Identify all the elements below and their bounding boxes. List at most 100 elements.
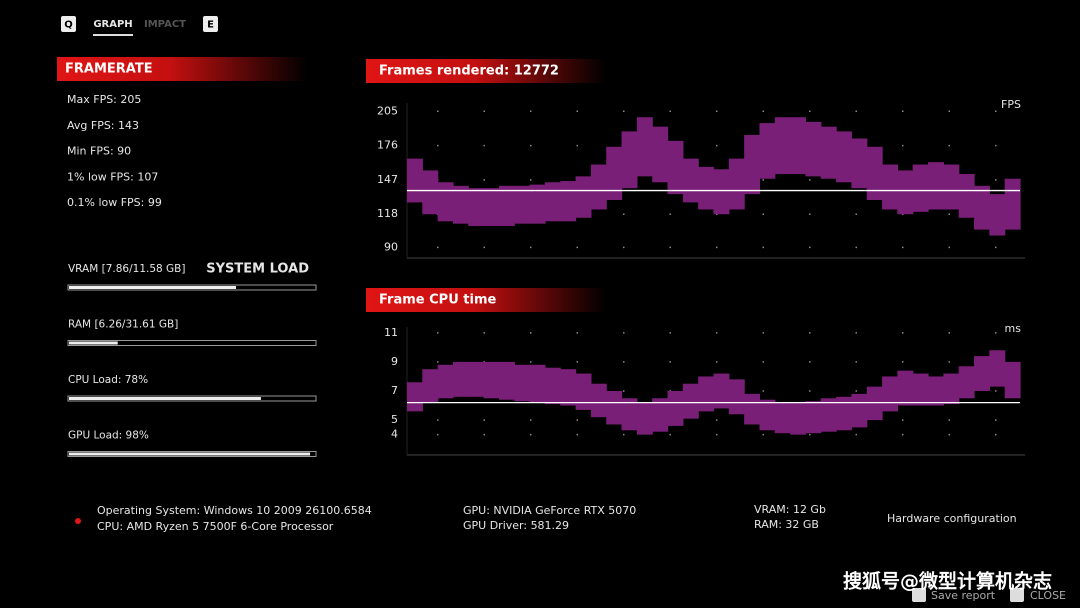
- chart-title: Frame CPU time: [379, 293, 496, 308]
- y-tick-label: 7: [391, 384, 398, 397]
- data-band: [575, 176, 592, 218]
- data-band: [437, 364, 454, 399]
- data-band: [912, 164, 929, 212]
- data-band: [805, 401, 822, 434]
- section-title: FRAMERATE: [65, 62, 153, 77]
- data-band: [790, 117, 807, 174]
- hw-os: Operating System: Windows 10 2009 26100.…: [97, 504, 372, 517]
- data-band: [744, 134, 761, 195]
- data-band: [682, 383, 699, 419]
- data-band: [590, 383, 607, 418]
- data-band: [621, 398, 638, 431]
- data-band: [943, 164, 960, 210]
- data-band: [820, 126, 837, 179]
- chart-title: Frames rendered: 12772: [379, 64, 559, 79]
- data-band: [560, 181, 577, 222]
- meters: VRAM [7.86/11.58 GB] RAM [6.26/31.61 GB] C…: [67, 263, 317, 457]
- data-band: [529, 364, 546, 403]
- data-band: [989, 350, 1006, 387]
- y-tick-label: 4: [391, 428, 398, 441]
- stat: Max FPS: 205: [67, 93, 141, 106]
- meter-track: [67, 395, 317, 402]
- data-band: [851, 393, 868, 428]
- data-band: [1004, 178, 1021, 230]
- data-band: [667, 140, 684, 195]
- key-icon: [912, 588, 926, 602]
- data-band: [928, 376, 944, 406]
- data-band: [652, 398, 669, 432]
- data-band: [759, 123, 776, 179]
- data-band: [989, 194, 1006, 236]
- key-q: Q: [64, 20, 73, 31]
- data-band: [713, 169, 730, 215]
- data-band: [1004, 361, 1021, 399]
- hw-cpu: CPU: AMD Ryzen 5 7500F 6-Core Processor: [97, 520, 334, 533]
- meter-label: RAM [6.26/31.61 GB]: [68, 319, 178, 331]
- data-band: [774, 402, 791, 434]
- data-band: [897, 170, 914, 215]
- data-band: [728, 158, 745, 210]
- save-report[interactable]: Save report: [931, 589, 996, 602]
- data-band: [452, 361, 469, 397]
- y-tick-label: 90: [384, 240, 398, 253]
- data-band: [866, 386, 883, 421]
- y-tick-label: 5: [391, 413, 398, 426]
- data-band: [774, 117, 791, 174]
- meter-track: [67, 451, 317, 457]
- meter-label: CPU Load: 78%: [68, 374, 148, 386]
- data-band: [483, 188, 500, 227]
- data-band: [575, 373, 592, 410]
- key-icon: [61, 16, 76, 32]
- data-band: [866, 146, 883, 201]
- data-band: [621, 131, 638, 189]
- data-band: [698, 166, 715, 210]
- data-band: [544, 367, 561, 405]
- hw-ram: RAM: 32 GB: [754, 518, 819, 531]
- unit-label: ms: [1005, 322, 1022, 335]
- data-band: [682, 158, 699, 203]
- section-title: SYSTEM LOAD: [206, 262, 309, 277]
- hw-driver: GPU Driver: 581.29: [463, 519, 569, 532]
- meter-fill: [69, 452, 311, 456]
- status-dot: [75, 518, 81, 524]
- data-band: [606, 146, 623, 201]
- data-band: [728, 379, 745, 415]
- data-band: [483, 361, 500, 399]
- data-band: [636, 117, 653, 177]
- stat: 0.1% low FPS: 99: [67, 196, 162, 209]
- data-band: [943, 373, 960, 405]
- y-tick-label: 118: [377, 207, 398, 220]
- meter-track: [67, 340, 317, 346]
- hw-title[interactable]: Hardware configuration: [887, 512, 1017, 525]
- data-band: [912, 373, 929, 406]
- data-band: [805, 121, 822, 177]
- tab-impact[interactable]: IMPACT: [144, 19, 186, 30]
- data-band: [407, 382, 423, 412]
- data-band: [422, 170, 439, 215]
- data-band: [468, 188, 485, 227]
- close[interactable]: CLOSE: [1030, 589, 1066, 602]
- data-band: [713, 373, 730, 409]
- key-icon: [1010, 588, 1024, 602]
- data-band: [407, 158, 423, 203]
- data-band: [544, 182, 561, 222]
- data-band: [882, 376, 898, 412]
- data-band: [529, 184, 546, 224]
- stat: Min FPS: 90: [67, 145, 131, 158]
- tab-graph[interactable]: GRAPH: [93, 19, 132, 30]
- data-band: [928, 162, 944, 210]
- data-band: [698, 376, 715, 412]
- stat: Avg FPS: 143: [67, 119, 139, 132]
- data-band: [882, 164, 898, 210]
- watermark: 搜狐号@微型计算机杂志: [843, 570, 1052, 593]
- meter-fill: [69, 397, 261, 400]
- data-band: [422, 369, 439, 403]
- y-tick-label: 176: [377, 139, 398, 152]
- meter-fill: [69, 286, 236, 289]
- tab-underline: [93, 34, 133, 36]
- data-band: [468, 361, 485, 397]
- data-band: [790, 402, 807, 435]
- data-band: [636, 402, 653, 435]
- data-band: [667, 391, 684, 426]
